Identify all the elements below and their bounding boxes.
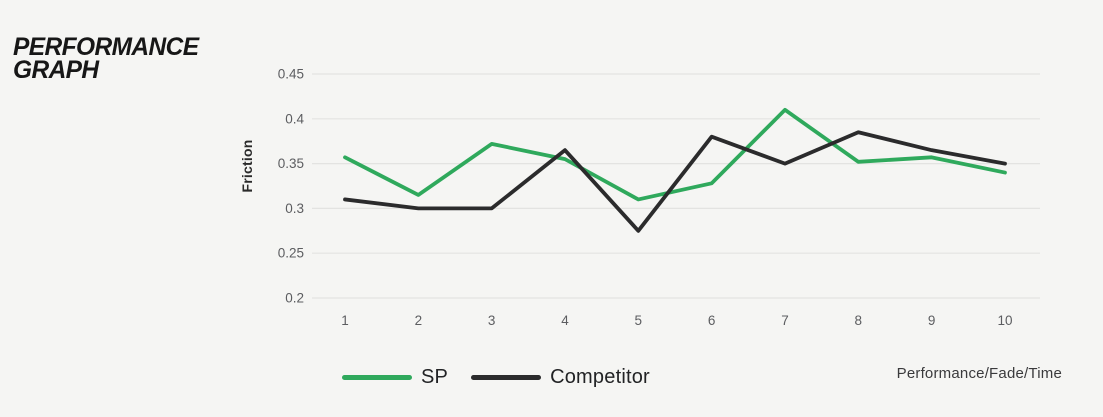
- series-lines: [343, 107, 1007, 233]
- x-tick-label: 8: [855, 313, 863, 328]
- series-line-sp: [343, 107, 1007, 202]
- x-tick-label: 10: [997, 313, 1012, 328]
- page-title: PERFORMANCE GRAPH: [13, 33, 199, 84]
- chart-legend: SP Competitor: [342, 366, 650, 389]
- y-tick-labels: 0.45 0.4 0.35 0.3 0.25 0.2: [278, 67, 305, 306]
- legend-label-competitor: Competitor: [550, 366, 650, 388]
- legend-item-competitor: Competitor: [471, 366, 650, 389]
- x-tick-label: 5: [635, 313, 643, 328]
- legend-item-sp: SP: [342, 366, 448, 389]
- y-tick-label: 0.4: [285, 111, 304, 126]
- y-tick-label: 0.45: [278, 67, 304, 82]
- x-axis-caption: Performance/Fade/Time: [896, 365, 1062, 382]
- x-tick-label: 4: [561, 313, 569, 328]
- x-tick-label: 7: [781, 313, 789, 328]
- x-tick-label: 1: [341, 313, 349, 328]
- legend-swatch-competitor: [471, 374, 542, 381]
- gridlines: [312, 73, 1040, 299]
- x-tick-label: 3: [488, 313, 496, 328]
- x-tick-label: 9: [928, 313, 936, 328]
- y-tick-label: 0.25: [278, 246, 304, 261]
- y-tick-label: 0.35: [278, 156, 304, 171]
- series-line-competitor: [343, 130, 1007, 233]
- x-tick-label: 6: [708, 313, 716, 328]
- y-tick-label: 0.2: [285, 291, 304, 306]
- x-tick-labels: 1 2 3 4 5 6 7 8 9 10: [341, 313, 1012, 328]
- y-tick-label: 0.3: [285, 201, 304, 216]
- legend-label-sp: SP: [421, 366, 449, 388]
- legend-swatch-sp: [342, 374, 412, 381]
- x-tick-label: 2: [415, 313, 423, 328]
